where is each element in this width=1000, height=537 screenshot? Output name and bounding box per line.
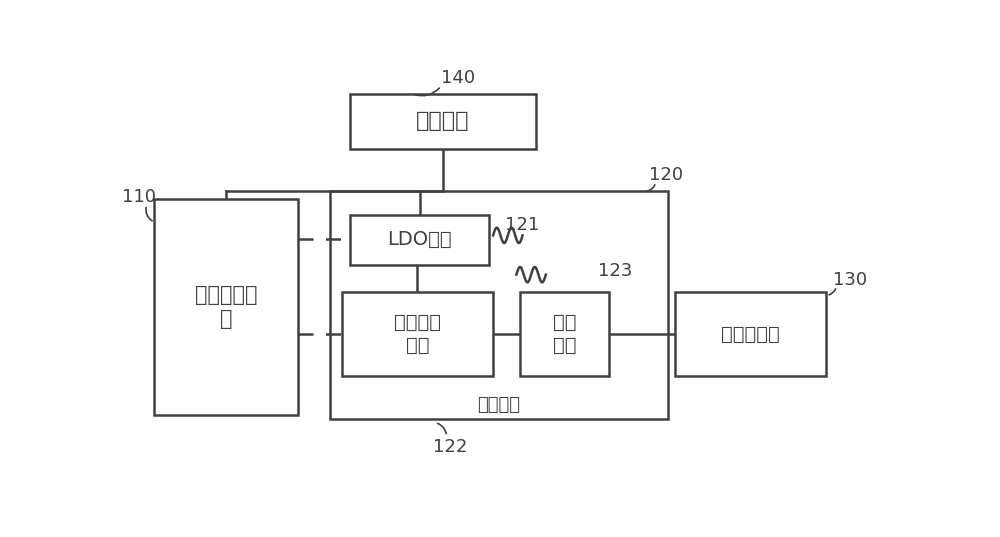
Text: 110: 110 xyxy=(122,188,156,206)
Bar xyxy=(330,192,668,419)
Text: 第一微处
理器: 第一微处 理器 xyxy=(394,313,441,355)
Text: 140: 140 xyxy=(441,69,475,88)
Text: 驱动
开关: 驱动 开关 xyxy=(553,313,577,355)
Bar xyxy=(520,292,609,376)
Text: 驱动模块: 驱动模块 xyxy=(477,396,520,414)
Text: LDO电路: LDO电路 xyxy=(387,230,452,249)
Text: 122: 122 xyxy=(433,438,468,456)
Bar xyxy=(350,93,536,149)
Bar xyxy=(342,292,493,376)
Text: 车载灯模块: 车载灯模块 xyxy=(721,324,780,344)
Bar xyxy=(154,199,298,415)
Text: 车身控制模
块: 车身控制模 块 xyxy=(195,285,257,329)
Text: 123: 123 xyxy=(598,262,632,280)
Text: 120: 120 xyxy=(649,165,683,184)
Text: 电源模块: 电源模块 xyxy=(416,111,470,132)
Text: 121: 121 xyxy=(505,215,539,234)
Text: 130: 130 xyxy=(833,271,867,289)
Bar xyxy=(675,292,826,376)
Bar xyxy=(350,215,489,265)
